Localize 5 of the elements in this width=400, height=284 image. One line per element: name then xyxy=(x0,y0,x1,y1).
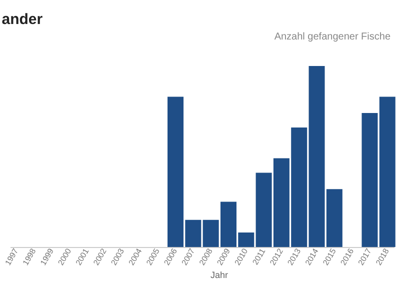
y-axis-title: Anzahl gefangener Fische xyxy=(274,32,391,42)
chart-title: ander xyxy=(2,11,43,28)
x-axis-title: Jahr xyxy=(210,270,228,280)
bar xyxy=(379,96,396,247)
bar xyxy=(362,113,378,247)
